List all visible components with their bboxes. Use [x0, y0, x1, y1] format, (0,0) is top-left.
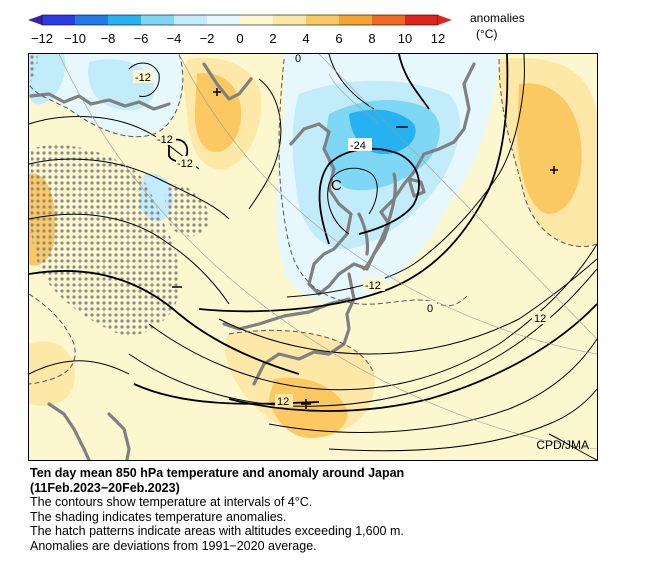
colorbar-segment	[108, 15, 142, 25]
contour-label: 12	[534, 313, 546, 325]
warm-center-mark	[550, 166, 558, 174]
colorbar-tick-label: −10	[64, 31, 86, 46]
colorbar-tick-label: −6	[134, 31, 149, 46]
colorbar-tick-label: 12	[431, 31, 445, 46]
colorbar-tick-label: −8	[101, 31, 116, 46]
caption-line: Anomalies are deviations from 1991−2020 …	[30, 538, 317, 553]
colorbar-segment	[240, 15, 274, 25]
colorbar-tick-label: 8	[368, 31, 375, 46]
warm-center-mark	[213, 88, 221, 96]
colorbar-segment	[339, 15, 373, 25]
caption-period: (11Feb.2023−20Feb.2023)	[30, 480, 180, 495]
colorbar-segment	[174, 15, 208, 25]
colorbar-tick-label: −12	[31, 31, 53, 46]
figure-caption: Ten day mean 850 hPa temperature and ano…	[30, 466, 630, 553]
caption-title: Ten day mean 850 hPa temperature and ano…	[30, 466, 405, 480]
anomaly-colorbar: −12 −10 −8 −6 −4 −2 0 2 4 6 8 10 12 anomalies (°C)	[28, 11, 525, 46]
contour-label: 0	[427, 303, 433, 315]
colorbar-segment	[75, 15, 109, 25]
altitude-hatch-areas	[29, 54, 210, 336]
colorbar-tick-label: 4	[302, 31, 309, 46]
colorbar-segment	[372, 15, 406, 25]
colorbar-segment	[42, 15, 76, 25]
colorbar-tick-label: −2	[200, 31, 215, 46]
zero-anomaly-lines	[29, 54, 597, 385]
contour-label: 0	[295, 54, 301, 65]
contour-label: -12	[157, 134, 173, 146]
colorbar-segment	[141, 15, 175, 25]
colorbar-left-arrow	[28, 15, 42, 25]
colorbar-segment	[306, 15, 340, 25]
colorbar-unit: (°C)	[476, 27, 497, 41]
colorbar-segments	[41, 14, 439, 26]
colorbar-title: anomalies	[470, 11, 525, 25]
colorbar-tick-label: 2	[269, 31, 276, 46]
caption-line: The contours show temperature at interva…	[30, 495, 313, 509]
colorbar-tick-labels: −12 −10 −8 −6 −4 −2 0 2 4 6 8 10 12	[31, 31, 445, 46]
contour-label: -12	[177, 158, 193, 170]
caption-line: The hatch patterns indicate areas with a…	[30, 524, 404, 538]
anomaly-center-marks	[172, 88, 558, 409]
contour-labels: -12 -12 -12 -24 -12 0 0 12 12	[133, 54, 550, 408]
colorbar-segment	[405, 15, 439, 25]
coastlines	[29, 62, 476, 460]
temperature-contours	[29, 54, 597, 460]
contour-label: -12	[135, 72, 151, 84]
colorbar-tick-label: 0	[236, 31, 243, 46]
colorbar-segment	[207, 15, 241, 25]
contour-label: -24	[350, 140, 366, 152]
colorbar-tick-label: 10	[398, 31, 412, 46]
cold-center-label: C	[331, 177, 342, 194]
colorbar-tick-label: 6	[335, 31, 342, 46]
contour-label: -12	[365, 280, 381, 292]
credit-label: CPD/JMA	[536, 438, 589, 452]
colorbar-tick-label: −4	[167, 31, 182, 46]
colorbar-right-arrow	[438, 15, 452, 25]
temperature-anomaly-map: -12 -12 -12 -24 -12 0 0 12 12 C	[28, 53, 598, 461]
caption-line: The shading indicates temperature anomal…	[30, 509, 287, 524]
colorbar-segment	[273, 15, 307, 25]
warm-center-mark	[301, 399, 311, 409]
map-grid	[58, 54, 597, 450]
contour-label: 12	[277, 396, 289, 408]
